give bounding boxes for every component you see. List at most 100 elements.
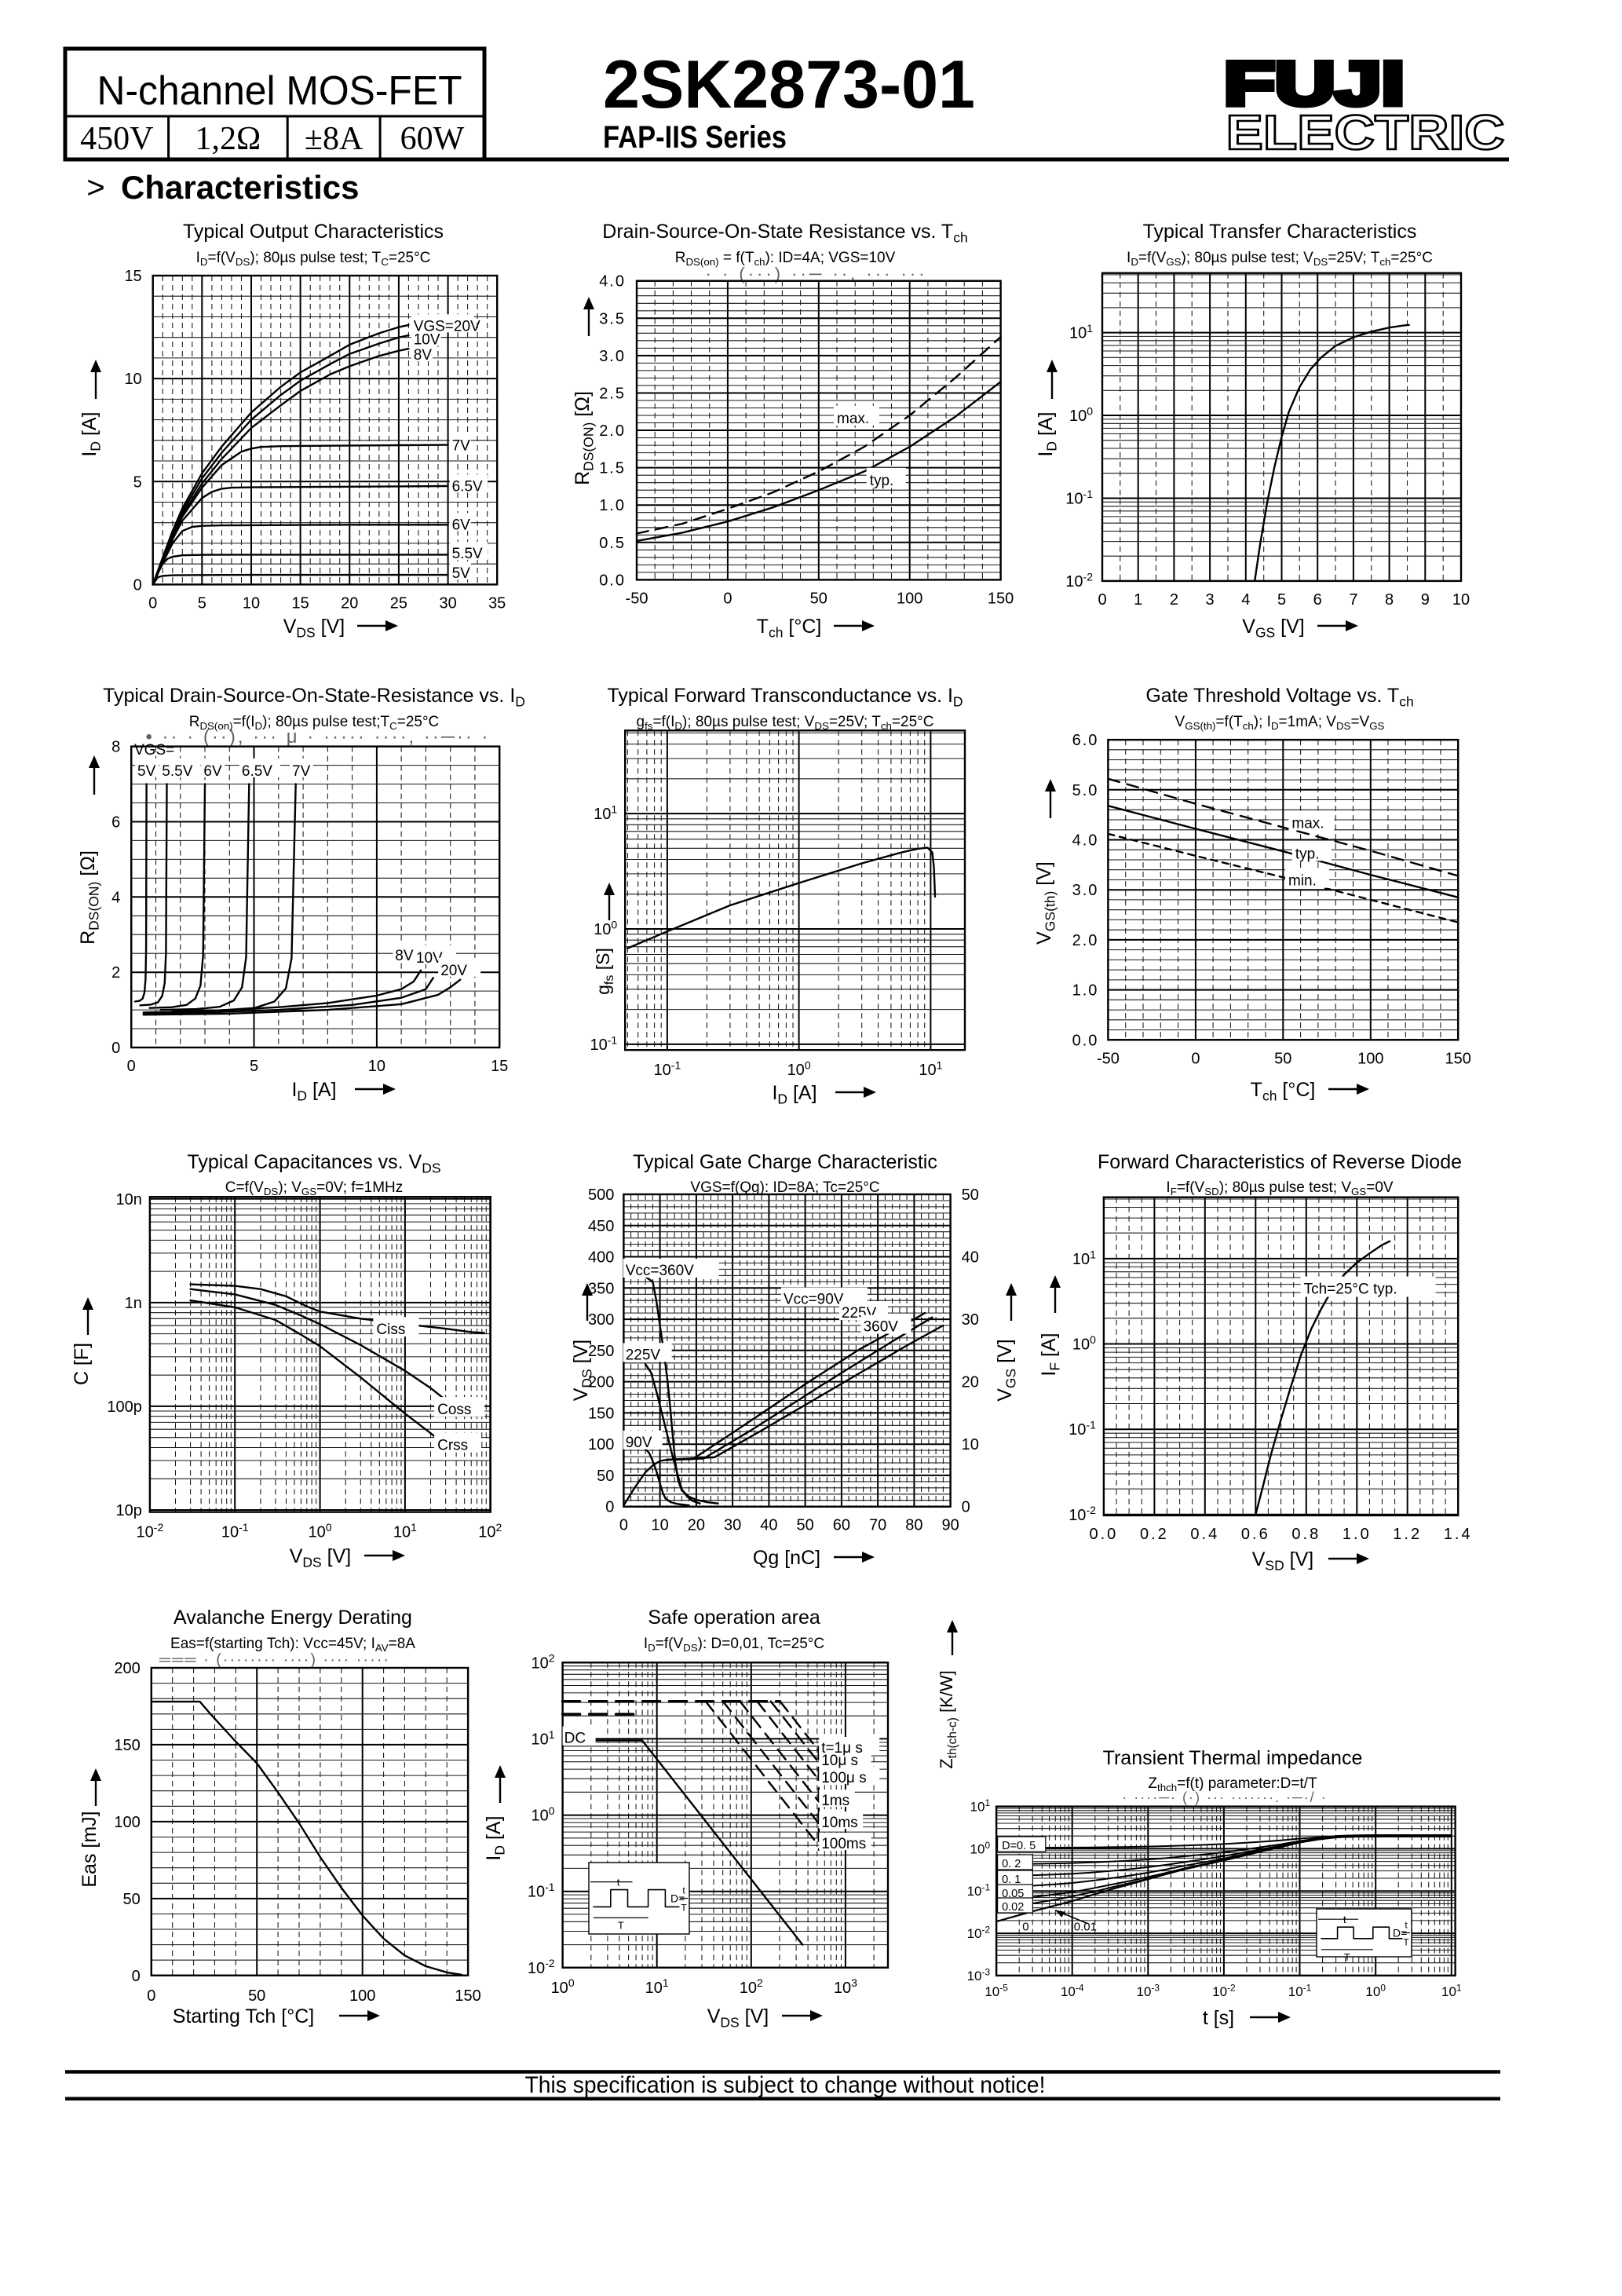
svg-text:100: 100 (594, 918, 617, 938)
svg-text:103: 103 (834, 1976, 857, 1997)
svg-text:250: 250 (588, 1343, 614, 1360)
svg-text:10μ s: 10μ s (821, 1753, 858, 1769)
svg-text:10-2: 10-2 (137, 1521, 164, 1541)
svg-text:100ms: 100ms (821, 1836, 866, 1852)
svg-text:VGS=f(Qg): ID=8A; Tc=25°C: VGS=f(Qg): ID=8A; Tc=25°C (690, 1179, 879, 1196)
svg-text:2.0: 2.0 (599, 422, 626, 440)
svg-text:102: 102 (740, 1976, 763, 1997)
svg-text:RDS(on) = f(Tch): ID=4A; VGS=1: RDS(on) = f(Tch): ID=4A; VGS=10V (675, 250, 896, 268)
svg-text:VDS [V]: VDS [V] (283, 616, 345, 641)
svg-text:Zthch=f(t) parameter:D=t/T: Zthch=f(t) parameter:D=t/T (1148, 1775, 1317, 1793)
svg-text:VDS [V]: VDS [V] (570, 1340, 595, 1402)
svg-text:90V: 90V (626, 1435, 652, 1451)
svg-text:100: 100 (588, 1436, 614, 1453)
svg-text:101: 101 (1069, 322, 1093, 342)
svg-text:• ·· · (··), ··· μ · ····· ··: • ·· · (··), ··· μ · ····· ····, ··─·· · (145, 726, 490, 748)
svg-text:5.0: 5.0 (1072, 782, 1099, 799)
svg-text:VGS [V]: VGS [V] (994, 1339, 1019, 1402)
svg-text:Avalanche Energy Derating: Avalanche Energy Derating (174, 1607, 412, 1629)
svg-text:100: 100 (1072, 1333, 1096, 1354)
svg-text:VGS [V]: VGS [V] (1242, 616, 1305, 641)
svg-text:2: 2 (1170, 591, 1178, 609)
svg-text:20: 20 (962, 1374, 979, 1391)
svg-text:10-3: 10-3 (967, 1966, 991, 1983)
svg-text:150: 150 (114, 1737, 140, 1754)
svg-text:100p: 100p (107, 1398, 142, 1416)
svg-text:10: 10 (651, 1517, 668, 1534)
svg-text:0: 0 (111, 1040, 120, 1057)
svg-text:Tch=25°C typ.: Tch=25°C typ. (1304, 1281, 1397, 1298)
svg-text:Eas [mJ]: Eas [mJ] (79, 1811, 100, 1887)
svg-text:0.0: 0.0 (599, 572, 626, 589)
svg-text:3.0: 3.0 (599, 348, 626, 365)
svg-text:Zth(ch-c) [K/W]: Zth(ch-c) [K/W] (937, 1670, 959, 1769)
svg-text:101: 101 (970, 1797, 991, 1815)
svg-text:1,2Ω: 1,2Ω (195, 121, 261, 157)
svg-text:10-4: 10-4 (1061, 1982, 1084, 1999)
svg-text:>: > (86, 170, 104, 205)
svg-text:80: 80 (905, 1517, 922, 1534)
svg-text:5: 5 (198, 594, 206, 612)
svg-text:2SK2873-01: 2SK2873-01 (603, 47, 975, 122)
svg-text:4.0: 4.0 (1072, 832, 1099, 850)
svg-text:10-1: 10-1 (1069, 1419, 1096, 1439)
svg-text:5.5V: 5.5V (452, 546, 483, 562)
svg-text:Eas=f(starting Tch): Vcc=45V;: Eas=f(starting Tch): Vcc=45V; IAV=8A (170, 1636, 415, 1654)
svg-text:100: 100 (114, 1814, 140, 1831)
svg-text:5.5V: 5.5V (162, 763, 192, 780)
svg-text:0: 0 (127, 1058, 136, 1075)
svg-text:4.0: 4.0 (599, 273, 626, 291)
svg-text:C [F]: C [F] (71, 1343, 93, 1385)
svg-text:7V: 7V (452, 437, 471, 454)
svg-text:t: t (617, 1877, 620, 1888)
svg-text:0.2: 0.2 (1140, 1526, 1169, 1543)
svg-text:ID [A]: ID [A] (772, 1082, 816, 1107)
svg-text:t: t (1343, 1914, 1346, 1925)
svg-text:20V: 20V (440, 963, 467, 979)
svg-text:100: 100 (1357, 1050, 1383, 1067)
svg-text:25: 25 (390, 594, 407, 612)
svg-text:40: 40 (962, 1249, 979, 1267)
svg-text:70: 70 (869, 1517, 886, 1534)
svg-text:1.5: 1.5 (599, 460, 626, 477)
svg-text:IF=f(VSD); 80µs pulse test; VG: IF=f(VSD); 80µs pulse test; VGS=0V (1166, 1179, 1393, 1197)
svg-text:Typical Forward Transconductan: Typical Forward Transconductance vs. ID (607, 685, 963, 710)
svg-text:15: 15 (124, 268, 141, 285)
svg-text:Forward Characteristics of Rev: Forward Characteristics of Reverse Diode (1098, 1151, 1462, 1173)
svg-text:0.6: 0.6 (1241, 1526, 1270, 1543)
svg-text:100μ s: 100μ s (821, 1770, 866, 1786)
svg-text:400: 400 (588, 1249, 614, 1267)
svg-text:6.5V: 6.5V (452, 478, 483, 495)
svg-text:Ciss: Ciss (376, 1322, 405, 1338)
svg-text:RDS(ON) [Ω]: RDS(ON) [Ω] (77, 850, 102, 945)
svg-text:VGS(th) [V]: VGS(th) [V] (1033, 861, 1058, 945)
svg-text:30: 30 (962, 1311, 979, 1329)
svg-text:0: 0 (132, 1968, 141, 1985)
svg-text:D=: D= (1393, 1927, 1407, 1940)
svg-text:2: 2 (111, 964, 120, 982)
svg-text:50: 50 (962, 1186, 979, 1204)
svg-text:gfs=f(ID); 80µs pulse test; VD: gfs=f(ID); 80µs pulse test; VDS=25V; Tch… (637, 714, 934, 732)
svg-text:0.01: 0.01 (1074, 1920, 1097, 1933)
svg-text:VGS=20V: VGS=20V (414, 318, 480, 335)
svg-text:60: 60 (833, 1517, 850, 1534)
svg-text:Typical Transfer Characteristi: Typical Transfer Characteristics (1143, 221, 1417, 243)
svg-text:9: 9 (1421, 591, 1430, 609)
svg-text:max.: max. (1291, 816, 1324, 832)
svg-text:10n: 10n (116, 1191, 142, 1208)
svg-text:D=: D= (670, 1892, 685, 1905)
svg-text:20: 20 (688, 1517, 705, 1534)
svg-text:101: 101 (645, 1976, 669, 1997)
svg-text:Characteristics: Characteristics (121, 169, 360, 206)
svg-text:0. 1: 0. 1 (1002, 1874, 1021, 1886)
svg-text:7V: 7V (292, 763, 311, 780)
svg-text:10-5: 10-5 (985, 1982, 1008, 1999)
svg-text:0: 0 (619, 1517, 628, 1534)
svg-text:100: 100 (787, 1059, 811, 1080)
svg-text:VSD [V]: VSD [V] (1252, 1548, 1314, 1574)
svg-text:101: 101 (393, 1521, 417, 1541)
svg-text:ID [A]: ID [A] (1035, 411, 1060, 456)
svg-text:Vcc=360V: Vcc=360V (626, 1263, 694, 1279)
svg-text:Typical Gate Charge Characteri: Typical Gate Charge Characteristic (633, 1151, 937, 1173)
svg-text:IF [A]: IF [A] (1038, 1333, 1063, 1376)
